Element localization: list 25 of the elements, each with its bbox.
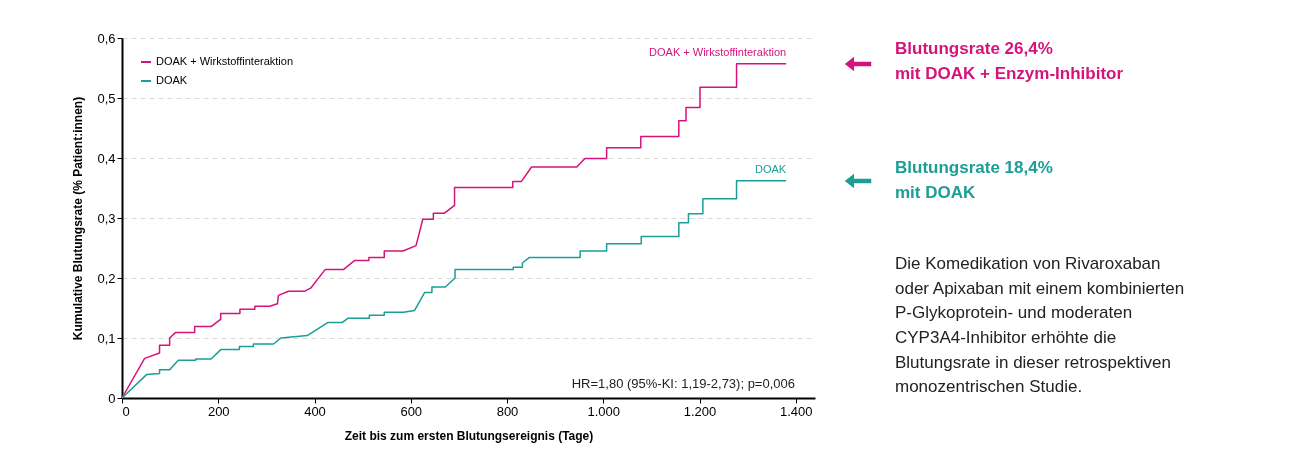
x-axis-title: Zeit bis zum ersten Blutungsereignis (Tage) [344, 428, 594, 443]
text: DOAK + Wirkstoffinteraktion [649, 45, 787, 58]
x-tick-label: 0 [122, 403, 130, 419]
x-tick-label: 1.200 [683, 403, 717, 419]
legend-label: DOAK [156, 74, 188, 86]
y-tick-label: 0,5 [97, 90, 116, 106]
text: Blutungsrate 26,4% mit DOAK + Enzym-Inhibitor [895, 39, 1124, 83]
y-tick-label: 0,6 [97, 30, 116, 46]
y-tick-label: 0,4 [97, 150, 116, 166]
y-tick-label: 0,1 [97, 330, 116, 346]
x-tick-label: 600 [400, 403, 423, 419]
x-tick-label: 1.000 [587, 403, 621, 419]
y-tick-label: 0 [108, 390, 116, 406]
y-axis-title: Kumulative Blutungsrate (% Patient:innen) [71, 96, 86, 341]
y-tick-label: 0,3 [97, 210, 116, 226]
y-tick-label: 0,2 [97, 270, 116, 286]
text: DOAK [754, 162, 787, 175]
legend-label: DOAK + Wirkstoffinteraktion [156, 55, 294, 67]
x-tick-label: 800 [496, 403, 519, 419]
x-tick-label: 400 [304, 403, 326, 419]
annotation: HR=1,80 (95%-KI: 1,19-2,73); p=0,006 [571, 376, 795, 391]
text: Die Komedikation von Rivaroxaban oder Apixaban mit einem kombinierten P-Glykoprotein- und moderaten CYP3A4-Inhibitor erhöhte die Blutungsrate in dieser retrospektiven monozentrischen Studie. [895, 254, 1185, 397]
text: Blutungsrate 18,4% mit DOAK [895, 158, 1053, 202]
x-tick-label: 1.400 [779, 403, 813, 419]
x-tick-label: 200 [207, 403, 230, 419]
